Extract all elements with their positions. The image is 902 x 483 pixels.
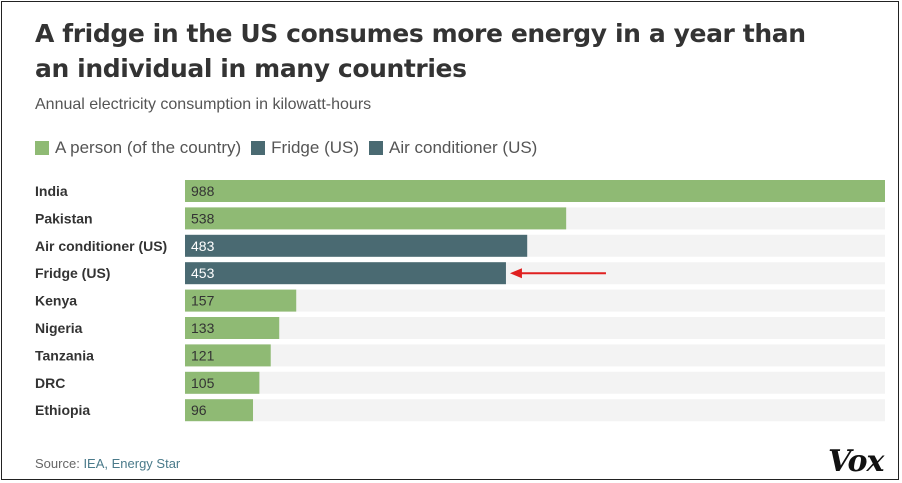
bar-air-conditioner-us: [185, 234, 528, 257]
value-label-nigeria: 133: [191, 320, 215, 336]
legend: A person (of the country) Fridge (US) Ai…: [35, 138, 547, 158]
bar-track-tanzania: [185, 344, 885, 367]
bar-india: [185, 180, 885, 202]
bar-track-kenya: [185, 289, 885, 312]
category-label-india: India: [35, 183, 68, 199]
legend-item-fridge: Fridge (US): [251, 138, 359, 158]
legend-swatch-fridge: [251, 141, 266, 155]
source-prefix: Source:: [35, 456, 80, 471]
legend-item-air-conditioner: Air conditioner (US): [369, 138, 537, 158]
legend-item-person: A person (of the country): [35, 138, 241, 158]
annotation-arrow-head: [509, 268, 522, 279]
category-label-tanzania: Tanzania: [35, 347, 94, 363]
category-label-kenya: Kenya: [35, 293, 77, 309]
chart-subtitle: Annual electricity consumption in kilowa…: [35, 96, 372, 113]
bar-track-nigeria: [185, 317, 885, 339]
bar-pakistan: [185, 207, 567, 230]
value-label-ethiopia: 96: [191, 402, 207, 418]
source-note: Source: IEA, Energy Star: [35, 456, 180, 471]
vox-logo: Vox: [828, 444, 884, 479]
value-label-tanzania: 121: [191, 347, 215, 363]
category-label-air-conditioner-us: Air conditioner (US): [35, 238, 167, 254]
legend-label-air-conditioner: Air conditioner (US): [389, 138, 538, 157]
bar-nigeria: [185, 317, 280, 339]
bar-kenya: [185, 289, 297, 312]
bar-ethiopia: [185, 399, 254, 422]
legend-label-person: A person (of the country): [55, 138, 242, 157]
legend-swatch-air-conditioner: [369, 141, 384, 155]
value-label-india: 988: [191, 183, 215, 199]
category-label-drc: DRC: [35, 375, 65, 391]
chart-title: A fridge in the US consumes more energy …: [35, 19, 806, 83]
value-label-pakistan: 538: [191, 210, 215, 226]
legend-swatch-person: [35, 141, 49, 155]
value-label-air-conditioner-us: 483: [191, 238, 215, 254]
category-label-ethiopia: Ethiopia: [35, 402, 90, 418]
value-label-kenya: 157: [191, 293, 215, 309]
category-label-nigeria: Nigeria: [35, 320, 83, 336]
value-label-fridge-us: 453: [191, 265, 215, 281]
category-label-pakistan: Pakistan: [35, 210, 93, 226]
bar-track-drc: [185, 371, 885, 394]
value-label-drc: 105: [191, 375, 215, 391]
source-link[interactable]: IEA, Energy Star: [83, 456, 181, 471]
category-label-fridge-us: Fridge (US): [35, 265, 110, 281]
bar-tanzania: [185, 344, 271, 367]
bar-track-ethiopia: [185, 399, 885, 422]
bar-fridge-us: [185, 262, 506, 285]
bar-drc: [185, 371, 260, 394]
legend-label-fridge: Fridge (US): [271, 138, 360, 157]
